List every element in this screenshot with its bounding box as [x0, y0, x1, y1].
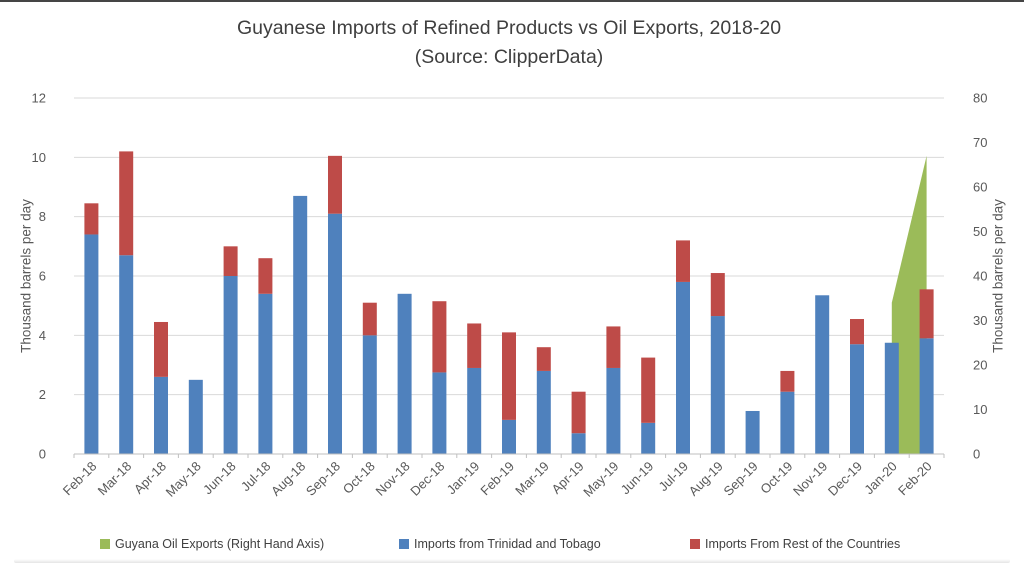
bar-segment-trinidad [188, 379, 203, 454]
x-axis-category-label: Oct-19 [757, 459, 795, 497]
bar-segment-rest [676, 240, 690, 282]
left-axis-tick-label: 4 [39, 328, 46, 343]
bar-segment-trinidad [258, 293, 273, 454]
right-axis-title: Thousand barrels per day [990, 199, 1006, 353]
bar-segment-rest [432, 301, 447, 373]
x-axis-category-label: Aug-18 [268, 459, 308, 499]
x-axis-category-label: Mar-19 [512, 459, 552, 499]
x-axis-category-label: Feb-19 [477, 459, 517, 499]
bar-segment-trinidad [362, 335, 377, 454]
right-axis-tick-label: 0 [973, 447, 980, 462]
bar-segment-rest [119, 151, 134, 256]
bar-segment-trinidad [397, 293, 412, 454]
x-axis-category-label: Nov-18 [372, 459, 412, 499]
window-top-edge [0, 0, 1024, 2]
bar-segment-rest [223, 246, 238, 276]
bar-segment-trinidad [850, 344, 864, 454]
chart-title: Guyanese Imports of Refined Products vs … [236, 17, 782, 39]
bar-segment-trinidad [780, 391, 795, 454]
left-axis-tick-label: 2 [39, 387, 46, 402]
right-axis-tick-label: 40 [973, 269, 987, 284]
right-axis-tick-label: 60 [973, 180, 987, 195]
bar-segment-trinidad [571, 433, 586, 454]
bar-segment-rest [606, 326, 621, 368]
bar-segment-trinidad [223, 276, 238, 454]
bar-segment-trinidad [502, 419, 516, 454]
bar-segment-rest [571, 391, 586, 434]
bar-segment-rest [154, 321, 168, 377]
x-axis-category-label: May-18 [163, 459, 204, 500]
x-axis-category-label: Dec-19 [825, 459, 865, 499]
x-axis-category-label: May-19 [580, 459, 621, 500]
bar-segment-trinidad [884, 342, 899, 454]
bar-segment-rest [850, 319, 864, 345]
bar-segment-trinidad [154, 376, 168, 454]
bar-segment-trinidad [328, 213, 342, 454]
left-axis-tick-label: 12 [32, 91, 46, 106]
bar-segment-rest [536, 347, 551, 371]
chart-subtitle: (Source: ClipperData) [414, 46, 604, 68]
right-axis-tick-label: 10 [973, 402, 987, 417]
bar-segment-trinidad [84, 234, 99, 454]
x-axis-category-label: Jun-18 [200, 459, 239, 498]
bar-segment-rest [780, 370, 795, 392]
bar-segment-rest [710, 273, 725, 317]
bar-segment-rest [641, 357, 656, 423]
left-axis-tick-label: 6 [39, 269, 46, 284]
right-axis-tick-label: 30 [973, 313, 987, 328]
left-axis-tick-label: 10 [32, 150, 46, 165]
right-axis-tick-label: 20 [973, 358, 987, 373]
right-axis-tick-label: 50 [973, 224, 987, 239]
x-axis-category-label: Sep-18 [303, 459, 343, 499]
left-axis-tick-label: 8 [39, 209, 46, 224]
bar-segment-trinidad [606, 367, 621, 454]
bar-segment-trinidad [676, 281, 690, 454]
bar-segment-trinidad [710, 316, 725, 454]
x-axis-category-label: Feb-20 [895, 459, 935, 499]
bar-segment-rest [328, 155, 342, 214]
bar-segment-trinidad [119, 255, 134, 454]
bar-segment-trinidad [293, 195, 308, 454]
bar-segment-rest [467, 323, 482, 368]
bar-segment-trinidad [536, 370, 551, 454]
bar-segment-rest [502, 332, 516, 420]
x-axis-category-label: Dec-18 [407, 459, 447, 499]
x-axis-category-label: Oct-18 [340, 459, 378, 497]
left-axis-title: Thousand barrels per day [18, 199, 34, 353]
x-axis-category-label: Jan-20 [861, 459, 900, 498]
bar-segment-trinidad [432, 372, 447, 454]
bar-segment-trinidad [641, 422, 656, 454]
x-axis-category-label: Aug-19 [686, 459, 726, 499]
bar-segment-trinidad [815, 295, 830, 454]
x-axis-category-label: Mar-18 [95, 459, 135, 499]
x-axis-category-label: Jun-19 [618, 459, 657, 498]
x-axis-category-label: Jan-19 [444, 459, 483, 498]
bar-segment-trinidad [467, 367, 482, 454]
bar-segment-rest [258, 258, 273, 294]
bar-segment-trinidad [745, 410, 760, 454]
window-bottom-shadow [14, 559, 1010, 563]
x-axis-category-label: Nov-19 [790, 459, 830, 499]
area-series-oil-exports [891, 155, 927, 454]
x-axis-category-label: Sep-19 [720, 459, 760, 499]
x-axis-category-label: Feb-18 [60, 459, 100, 499]
right-axis-tick-label: 80 [973, 91, 987, 106]
bar-segment-trinidad [919, 338, 934, 454]
left-axis-tick-label: 0 [39, 447, 46, 462]
right-axis-tick-label: 70 [973, 135, 987, 150]
bar-segment-rest [84, 203, 99, 235]
bar-segment-rest [919, 289, 934, 339]
bar-segment-rest [362, 302, 377, 336]
